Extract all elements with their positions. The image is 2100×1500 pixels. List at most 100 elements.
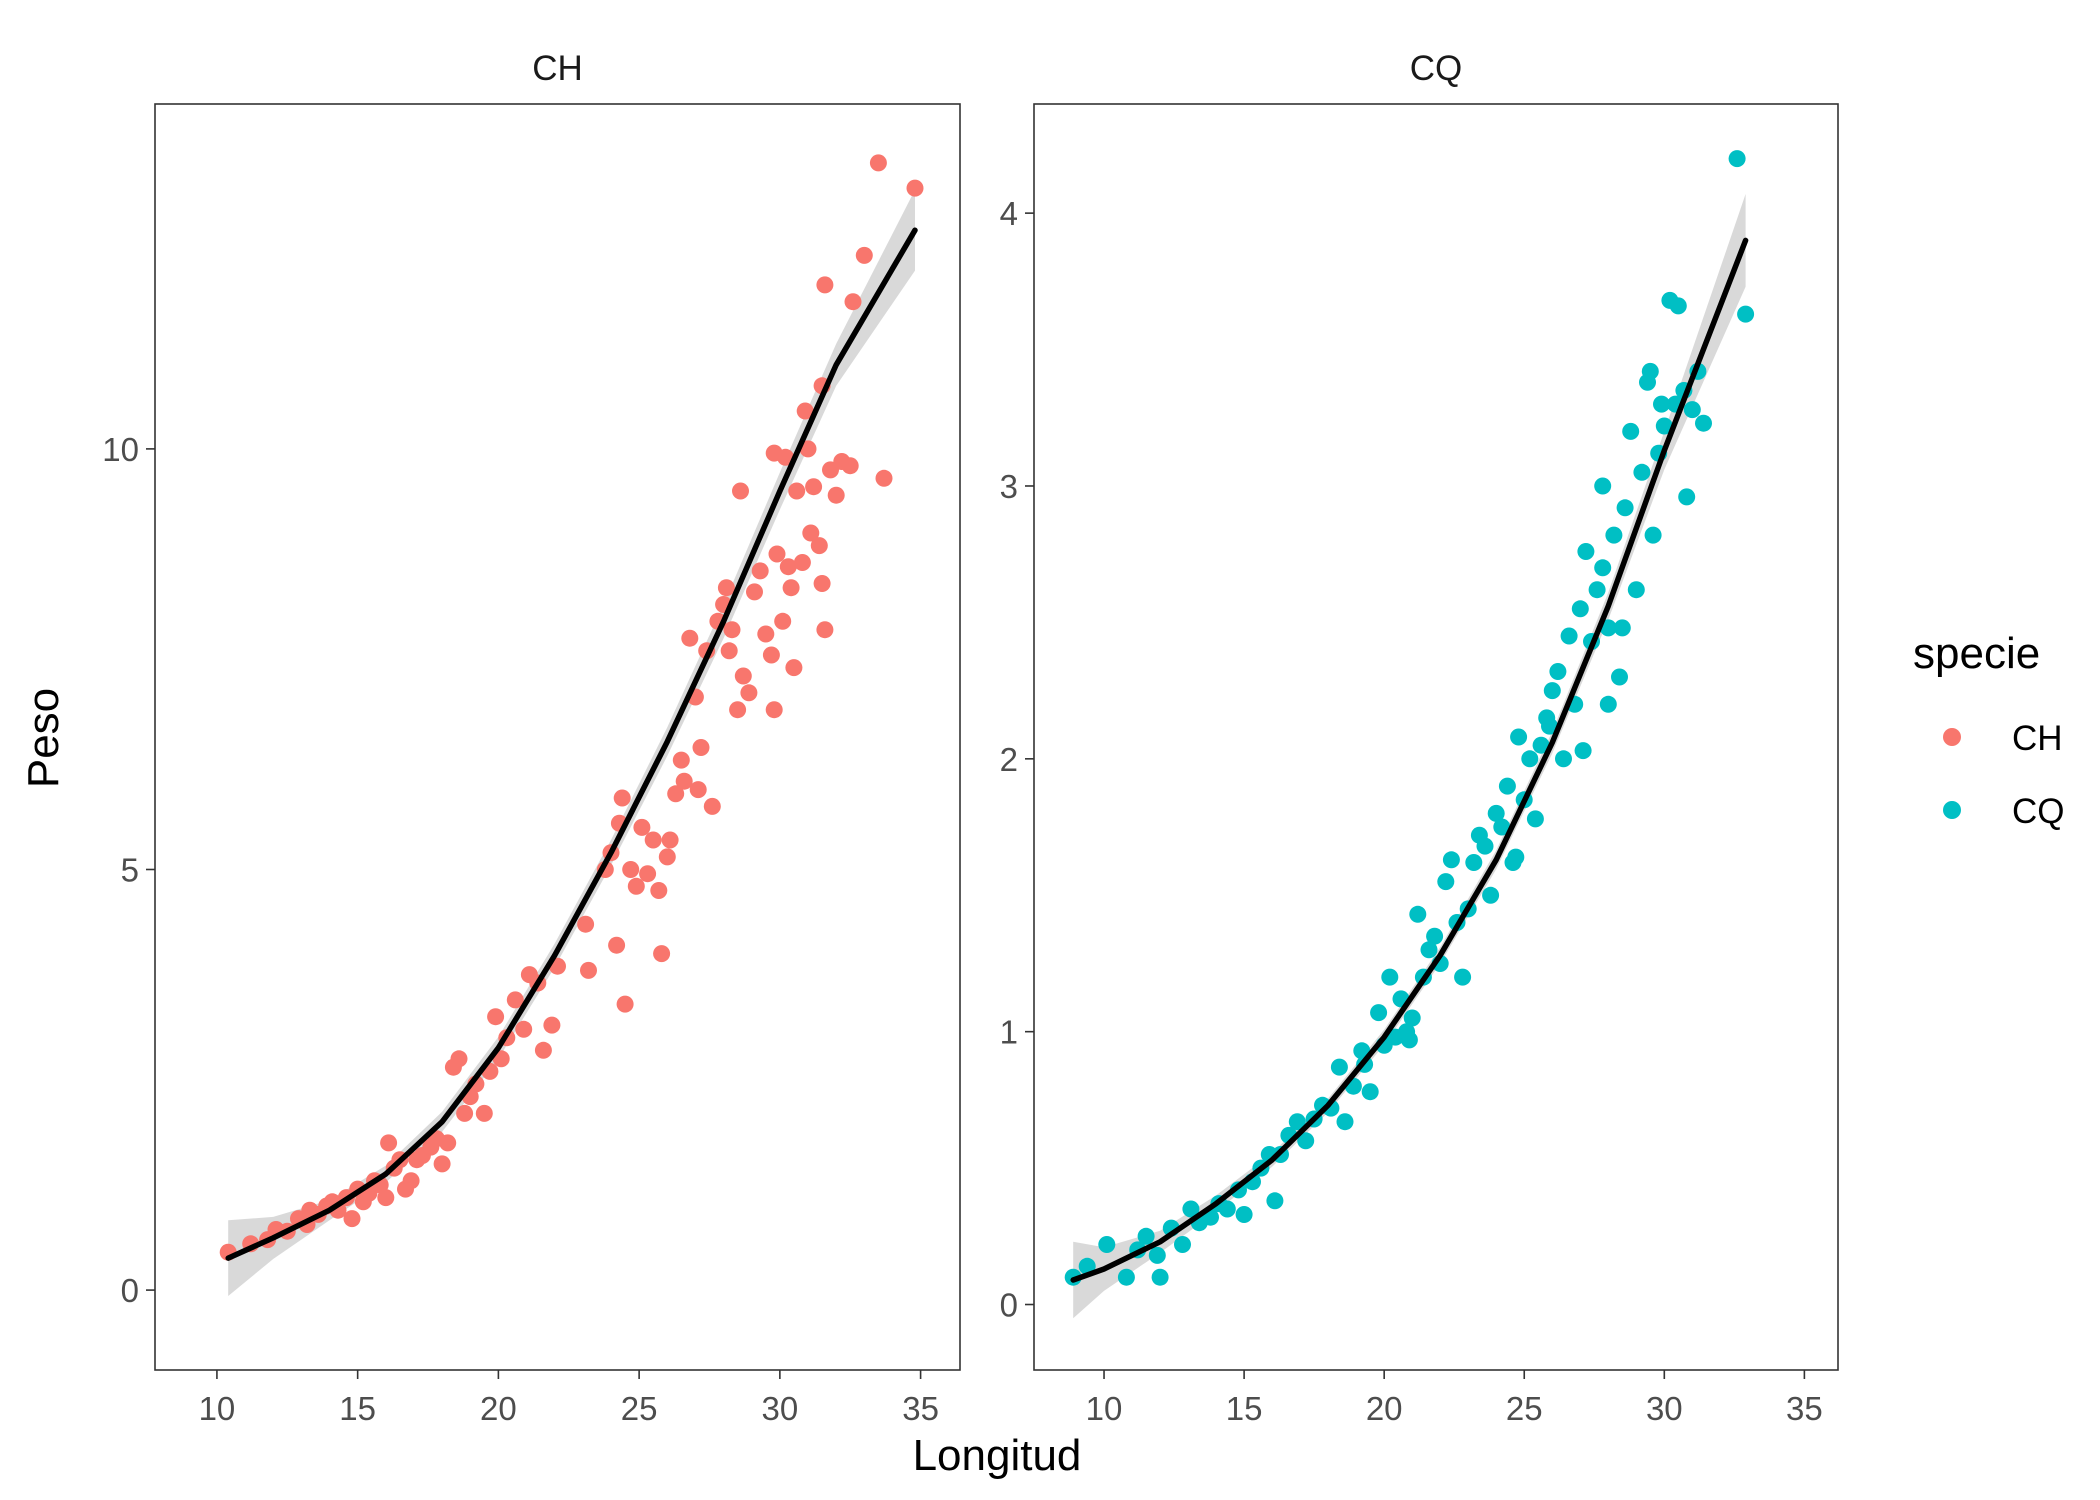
data-point — [720, 642, 738, 660]
data-point — [1482, 886, 1500, 904]
data-point — [805, 478, 823, 496]
data-point — [1361, 1083, 1379, 1101]
data-point — [1633, 463, 1651, 481]
data-point — [515, 1020, 533, 1038]
data-point — [774, 612, 792, 630]
data-point — [1235, 1206, 1253, 1223]
data-point — [793, 554, 811, 571]
legend-dot-ch — [1943, 728, 1961, 746]
data-point — [1442, 851, 1460, 869]
data-point — [1137, 1227, 1155, 1245]
x-tick-label: 35 — [902, 1390, 939, 1427]
data-point — [1182, 1200, 1200, 1218]
data-point — [1549, 663, 1567, 680]
data-point — [841, 457, 859, 475]
data-point — [580, 961, 597, 979]
data-point — [1616, 499, 1634, 517]
data-point — [1653, 395, 1670, 413]
x-tick-label: 20 — [480, 1390, 517, 1427]
data-point — [1151, 1268, 1169, 1286]
panel-cq: CQ 10 15 20 25 30 35 0 1 2 3 4 — [1000, 49, 1839, 1427]
y-tick-label: 1 — [1000, 1014, 1018, 1051]
data-point — [1381, 968, 1399, 986]
y-tick-label: 2 — [1000, 741, 1018, 778]
data-point — [1297, 1132, 1315, 1150]
data-point — [844, 293, 862, 311]
data-point — [1493, 818, 1511, 836]
data-point — [653, 945, 671, 963]
data-point — [729, 701, 747, 719]
x-tick-label: 30 — [1646, 1390, 1683, 1427]
data-point — [1266, 1192, 1284, 1210]
data-point — [802, 524, 820, 542]
data-point — [751, 562, 769, 580]
y-tick-label: 0 — [1000, 1287, 1018, 1324]
data-point — [1543, 682, 1561, 700]
data-point — [644, 831, 662, 849]
data-point — [1098, 1236, 1116, 1253]
data-point — [1541, 717, 1558, 735]
x-tick-label: 25 — [1506, 1390, 1543, 1427]
data-point — [433, 1155, 451, 1173]
data-point — [487, 1008, 505, 1026]
data-point — [1078, 1257, 1096, 1275]
data-point — [456, 1104, 474, 1122]
data-point — [692, 739, 710, 756]
data-point — [768, 545, 786, 563]
data-point — [740, 684, 758, 702]
data-point — [577, 915, 595, 933]
panel-border — [154, 103, 961, 1371]
data-point — [343, 1210, 361, 1228]
data-point — [1622, 422, 1640, 440]
data-point — [779, 558, 797, 576]
x-tick-label: 10 — [1086, 1390, 1123, 1427]
x-tick-label: 30 — [762, 1390, 799, 1427]
data-point — [732, 482, 749, 500]
y-tick-label: 4 — [1000, 195, 1018, 232]
panel-border — [1033, 103, 1839, 1371]
data-point — [1487, 804, 1505, 822]
data-point — [1465, 854, 1483, 871]
x-tick-label: 15 — [1226, 1390, 1263, 1427]
data-point — [1409, 905, 1427, 923]
data-point — [782, 579, 800, 597]
data-point — [1737, 305, 1755, 323]
strip-label: CH — [532, 49, 583, 88]
data-point — [746, 583, 763, 601]
data-point — [1117, 1268, 1135, 1286]
data-point — [1218, 1200, 1236, 1218]
data-point — [492, 1050, 510, 1068]
data-point — [765, 701, 783, 719]
data-point — [1599, 695, 1617, 713]
data-point — [377, 1189, 395, 1207]
data-point — [813, 575, 831, 592]
legend-title: specie — [1913, 629, 2040, 678]
data-point — [796, 402, 814, 420]
data-point — [1594, 477, 1612, 495]
data-point — [1174, 1236, 1191, 1253]
data-point — [1510, 728, 1528, 746]
data-point — [639, 865, 657, 883]
data-point — [661, 831, 679, 849]
data-point — [757, 625, 775, 643]
data-point — [1669, 297, 1687, 315]
data-point — [689, 781, 707, 799]
data-point — [633, 818, 651, 836]
data-point — [534, 1041, 552, 1059]
data-point — [1695, 414, 1712, 432]
data-point — [1588, 581, 1606, 599]
x-tick-label: 20 — [1366, 1390, 1403, 1427]
x-tick-label: 10 — [199, 1390, 236, 1427]
x-axis-title: Longitud — [913, 1431, 1082, 1480]
data-point — [1613, 619, 1631, 637]
legend-dot-cq — [1943, 801, 1961, 819]
data-point — [875, 469, 893, 487]
data-point — [1644, 526, 1662, 544]
data-point — [816, 276, 834, 294]
data-point — [506, 991, 524, 1009]
data-point — [658, 848, 676, 866]
data-point — [622, 861, 640, 878]
data-point — [1403, 1009, 1421, 1027]
data-point — [1498, 777, 1516, 795]
data-point — [1641, 362, 1659, 380]
